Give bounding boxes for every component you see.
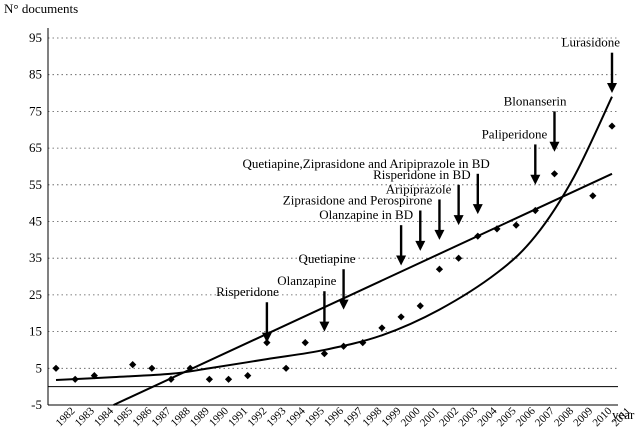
annotation-arrowhead [396, 255, 407, 266]
annotation-arrowhead [607, 83, 617, 94]
trendlines [55, 96, 613, 406]
annotation-label: Quetiapine,Ziprasidone and Aripiprazole … [242, 156, 489, 171]
data-point [244, 372, 252, 380]
x-tick-label: 1994 [284, 405, 308, 429]
y-tick-label: 45 [29, 214, 42, 229]
exponential-trendline [55, 96, 613, 382]
x-tick-label: 1992 [245, 405, 269, 429]
x-tick-label: 2001 [418, 405, 442, 429]
x-tick-label: 2000 [399, 405, 423, 429]
data-point [397, 313, 405, 321]
annotation-arrowhead [415, 240, 426, 251]
x-tick-label: 2008 [552, 405, 576, 429]
data-points [52, 122, 616, 383]
x-tick-label: 1986 [130, 405, 154, 429]
grid-lines [48, 37, 618, 369]
data-point [282, 364, 290, 372]
annotation-label: Paliperidone [482, 126, 548, 141]
data-point [493, 225, 501, 233]
data-point [167, 375, 175, 383]
x-tick-label: 2003 [456, 405, 480, 429]
y-tick-label: 85 [29, 67, 42, 82]
x-tick-label: 1985 [111, 405, 135, 429]
axes [47, 28, 618, 406]
x-tick-label: 2009 [571, 405, 595, 429]
x-tick-label: 1983 [73, 405, 97, 429]
x-tick-label: 1997 [341, 405, 365, 429]
linear-trendline [113, 172, 613, 406]
annotation-arrowhead [261, 332, 272, 343]
x-tick-label: 2002 [437, 405, 461, 429]
x-tick-label: 1987 [149, 405, 173, 429]
data-point [320, 350, 329, 358]
x-tick-label: 1999 [380, 405, 404, 429]
annotation-label: Olanzapine in BD [319, 207, 413, 222]
annotation-arrowhead [338, 299, 349, 310]
x-tick-label: 1998 [360, 405, 384, 429]
data-point [205, 375, 213, 383]
data-point [455, 254, 463, 262]
x-tick-label: 1993 [265, 405, 289, 429]
data-point [52, 364, 60, 372]
x-tick-label: 2007 [533, 405, 557, 429]
y-tick-label: 25 [29, 287, 42, 302]
data-point [71, 375, 79, 383]
annotation-arrowhead [530, 174, 541, 185]
data-point [589, 192, 597, 200]
x-tick-label: 1989 [188, 405, 212, 429]
y-tick-label: 35 [29, 250, 42, 265]
data-point [339, 342, 348, 350]
y-tick-label: 15 [29, 324, 42, 339]
x-tick-label: 1982 [54, 405, 78, 429]
x-tick-label: 1990 [207, 405, 231, 429]
x-axis-label: year [612, 407, 635, 422]
annotation-label: Risperidone [216, 284, 279, 299]
y-tick-label: 5 [36, 360, 43, 375]
data-point [359, 339, 367, 347]
annotation-label: Ziprasidone and Perospirone [283, 192, 433, 207]
x-tick-label: 1991 [226, 405, 250, 429]
x-tick-label: 1996 [322, 405, 346, 429]
annotation-arrowhead [319, 321, 330, 332]
annotation-label: Olanzapine [277, 273, 336, 288]
annotation-label: Aripiprazole [386, 181, 452, 196]
data-point [474, 232, 482, 240]
y-tick-label: 65 [29, 140, 42, 155]
data-point [512, 221, 520, 229]
data-point [435, 265, 444, 273]
x-tick-label: 2006 [514, 405, 538, 429]
data-point [129, 361, 137, 369]
annotation-label: Lurasidone [562, 35, 621, 50]
x-tick-label: 2004 [475, 405, 499, 429]
annotation-arrowhead [472, 204, 483, 215]
x-tick-label: 1984 [92, 405, 116, 429]
data-point [531, 206, 539, 215]
x-tick-label: 1988 [169, 405, 193, 429]
x-tick-label: 2005 [495, 405, 519, 429]
data-point [416, 302, 424, 310]
data-point [186, 364, 194, 372]
y-tick-label: -5 [31, 397, 42, 412]
data-point [550, 170, 559, 178]
annotation-arrowhead [549, 141, 560, 152]
data-point [301, 339, 309, 347]
annotation-arrowhead [434, 229, 445, 240]
x-tick-label: 1995 [303, 405, 327, 429]
data-point [90, 372, 98, 380]
data-point [378, 324, 386, 332]
y-tick-label: 95 [29, 30, 42, 45]
data-point [224, 375, 233, 383]
annotation-label: Blonanserin [504, 93, 567, 108]
data-point [608, 122, 616, 130]
y-tick-label: 75 [29, 103, 42, 118]
annotation-arrowhead [453, 215, 464, 226]
y-axis-label: N° documents [4, 1, 78, 16]
data-point [148, 364, 156, 372]
annotation-label: Risperidone in BD [373, 167, 471, 182]
tick-labels: -551525354555657585951982198319841985198… [29, 30, 633, 429]
y-tick-label: 55 [29, 177, 42, 192]
annotation-label: Quetiapine [299, 251, 356, 266]
